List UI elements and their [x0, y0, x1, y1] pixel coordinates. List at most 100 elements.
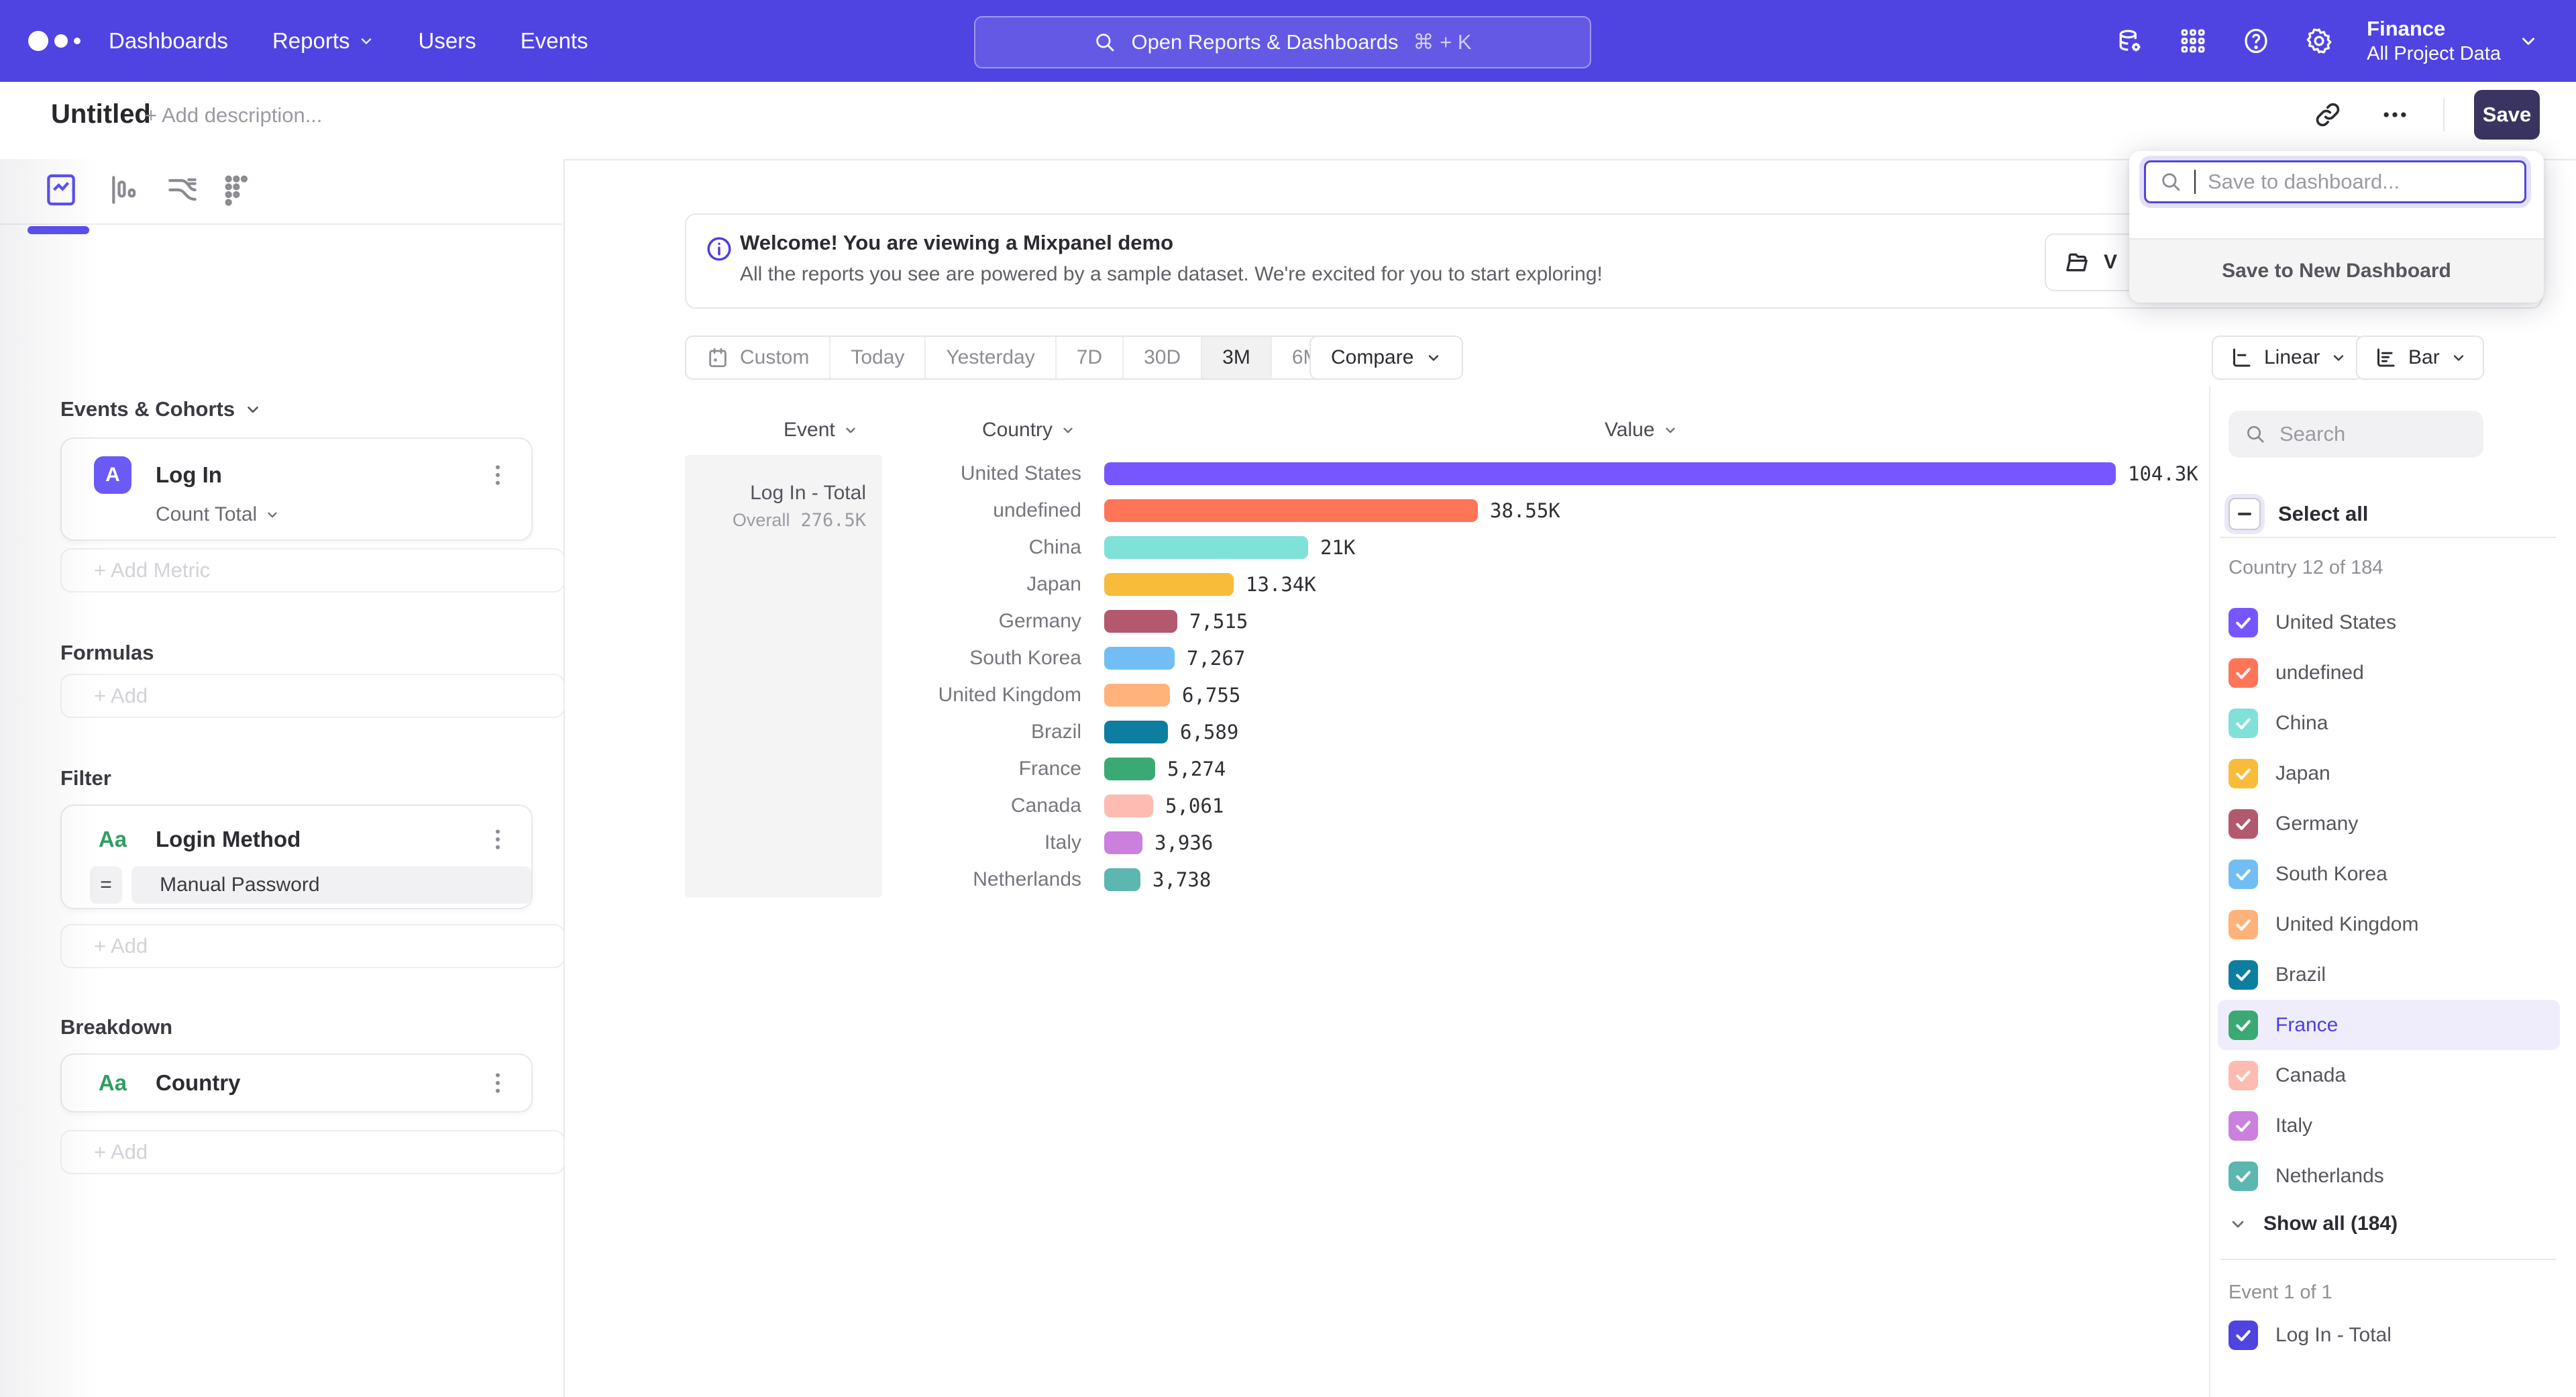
legend-checkbox[interactable]	[2229, 658, 2258, 688]
copy-link-icon[interactable]	[2309, 96, 2347, 134]
compare-button[interactable]: Compare	[1309, 335, 1463, 380]
date-range-30d[interactable]: 30D	[1124, 337, 1202, 378]
legend-item-italy[interactable]: Italy	[2218, 1100, 2560, 1151]
legend-checkbox[interactable]	[2229, 1011, 2258, 1040]
legend-checkbox[interactable]	[2229, 759, 2258, 788]
tab-insights[interactable]	[40, 168, 83, 211]
legend-item-label: Italy	[2275, 1115, 2312, 1137]
help-icon[interactable]	[2241, 25, 2271, 56]
aggregation-selector[interactable]: Count Total	[156, 503, 531, 526]
add-filter-button[interactable]: + Add	[60, 924, 565, 968]
legend-checkbox[interactable]	[2229, 1061, 2258, 1090]
filter-value[interactable]: Manual Password	[131, 866, 531, 904]
legend-item-united-states[interactable]: United States	[2218, 597, 2560, 648]
bar-segment[interactable]	[1104, 721, 1168, 743]
date-range-today[interactable]: Today	[830, 337, 926, 378]
save-button[interactable]: Save	[2474, 90, 2540, 140]
legend-event-row[interactable]: Log In - Total	[2229, 1321, 2392, 1350]
breakdown-card-country[interactable]: Aa Country	[60, 1053, 533, 1113]
bar-category-label: United States	[896, 462, 1081, 485]
nav-item-events[interactable]: Events	[521, 28, 588, 54]
tab-funnels[interactable]	[100, 168, 143, 211]
bar-segment[interactable]	[1104, 499, 1478, 522]
legend-checkbox[interactable]	[2229, 910, 2258, 939]
bar-value-label: 6,755	[1182, 684, 1240, 707]
save-to-new-dashboard-button[interactable]: Save to New Dashboard	[2129, 238, 2544, 303]
legend-item-germany[interactable]: Germany	[2218, 798, 2560, 849]
bar-segment[interactable]	[1104, 647, 1175, 670]
chart-type-selector-bar[interactable]: Bar	[2356, 335, 2484, 380]
event-summary-panel[interactable]: Log In - Total Overall 276.5K	[685, 455, 882, 898]
bar-segment[interactable]	[1104, 831, 1142, 854]
nav-right: Finance All Project Data	[2114, 0, 2576, 82]
date-range-yesterday[interactable]: Yesterday	[926, 337, 1056, 378]
legend-item-undefined[interactable]: undefined	[2218, 648, 2560, 698]
save-dashboard-search-input[interactable]: Save to dashboard...	[2144, 160, 2526, 203]
legend-item-japan[interactable]: Japan	[2218, 748, 2560, 798]
bar-category-label: Japan	[896, 573, 1081, 596]
bar-segment[interactable]	[1104, 573, 1234, 596]
bar-segment[interactable]	[1104, 868, 1140, 891]
column-header-country[interactable]: Country	[982, 419, 1075, 442]
more-options-icon[interactable]	[2376, 96, 2414, 134]
filter-options-icon[interactable]	[483, 821, 513, 858]
apps-grid-icon[interactable]	[2178, 25, 2208, 56]
add-metric-button[interactable]: + Add Metric	[60, 548, 565, 592]
events-cohorts-header[interactable]: Events & Cohorts	[60, 397, 530, 421]
metric-options-icon[interactable]	[483, 456, 513, 494]
select-all-row[interactable]: Select all	[2229, 498, 2368, 530]
legend-item-label: France	[2275, 1014, 2338, 1037]
filter-card-login-method[interactable]: Aa Login Method = Manual Password	[60, 805, 533, 909]
legend-item-china[interactable]: China	[2218, 698, 2560, 748]
add-description-button[interactable]: + Add description...	[145, 103, 323, 127]
legend-checkbox[interactable]	[2229, 1111, 2258, 1141]
settings-gear-icon[interactable]	[2304, 25, 2334, 56]
legend-checkbox[interactable]	[2229, 1161, 2258, 1191]
legend-item-netherlands[interactable]: Netherlands	[2218, 1151, 2560, 1201]
bar-segment[interactable]	[1104, 684, 1170, 707]
nav-item-reports[interactable]: Reports	[272, 28, 374, 54]
add-breakdown-button[interactable]: + Add	[60, 1130, 565, 1174]
date-range-custom[interactable]: Custom	[686, 337, 830, 378]
report-title[interactable]: Untitled	[51, 99, 151, 130]
legend-item-united-kingdom[interactable]: United Kingdom	[2218, 899, 2560, 949]
date-range-7d[interactable]: 7D	[1057, 337, 1124, 378]
legend-item-france[interactable]: France	[2218, 1000, 2560, 1050]
tab-flows[interactable]	[161, 168, 204, 211]
scale-selector-linear[interactable]: Linear	[2212, 335, 2364, 380]
legend-item-brazil[interactable]: Brazil	[2218, 949, 2560, 1000]
bar-segment[interactable]	[1104, 536, 1308, 559]
bar-segment[interactable]	[1104, 462, 2116, 485]
legend-item-canada[interactable]: Canada	[2218, 1050, 2560, 1100]
tab-retention[interactable]	[218, 168, 261, 211]
legend-item-south-korea[interactable]: South Korea	[2218, 849, 2560, 899]
legend-checkbox[interactable]	[2229, 608, 2258, 637]
add-formula-button[interactable]: + Add	[60, 674, 565, 718]
legend-checkbox[interactable]	[2229, 860, 2258, 889]
nav-item-dashboards[interactable]: Dashboards	[109, 28, 228, 54]
metric-card-log-in[interactable]: A Log In Count Total	[60, 437, 533, 541]
legend-checkbox[interactable]	[2229, 709, 2258, 738]
bar-segment[interactable]	[1104, 610, 1177, 633]
global-search-button[interactable]: Open Reports & Dashboards ⌘ + K	[974, 16, 1591, 68]
project-switcher[interactable]: Finance All Project Data	[2367, 16, 2538, 66]
report-actions: Save	[2309, 90, 2540, 140]
breakdown-options-icon[interactable]	[483, 1064, 513, 1102]
show-all-button[interactable]: Show all (184)	[2229, 1202, 2398, 1245]
legend-search-input[interactable]: Search	[2229, 411, 2483, 458]
legend-checkbox[interactable]	[2229, 809, 2258, 839]
date-range-3m[interactable]: 3M	[1202, 337, 1272, 378]
select-all-checkbox[interactable]	[2229, 498, 2261, 530]
chart-row-japan: Japan13.34K	[896, 566, 2238, 603]
data-management-icon[interactable]	[2114, 25, 2145, 56]
bar-segment[interactable]	[1104, 758, 1155, 780]
legend-checkbox[interactable]	[2229, 960, 2258, 990]
filter-operator[interactable]: =	[90, 866, 122, 904]
mixpanel-logo-icon[interactable]	[28, 31, 80, 51]
event-checkbox[interactable]	[2229, 1321, 2258, 1350]
nav-item-users[interactable]: Users	[419, 28, 476, 54]
column-header-value[interactable]: Value	[1605, 419, 1678, 442]
formulas-header: Formulas	[60, 641, 530, 665]
column-header-event[interactable]: Event	[784, 419, 858, 442]
bar-segment[interactable]	[1104, 794, 1153, 817]
